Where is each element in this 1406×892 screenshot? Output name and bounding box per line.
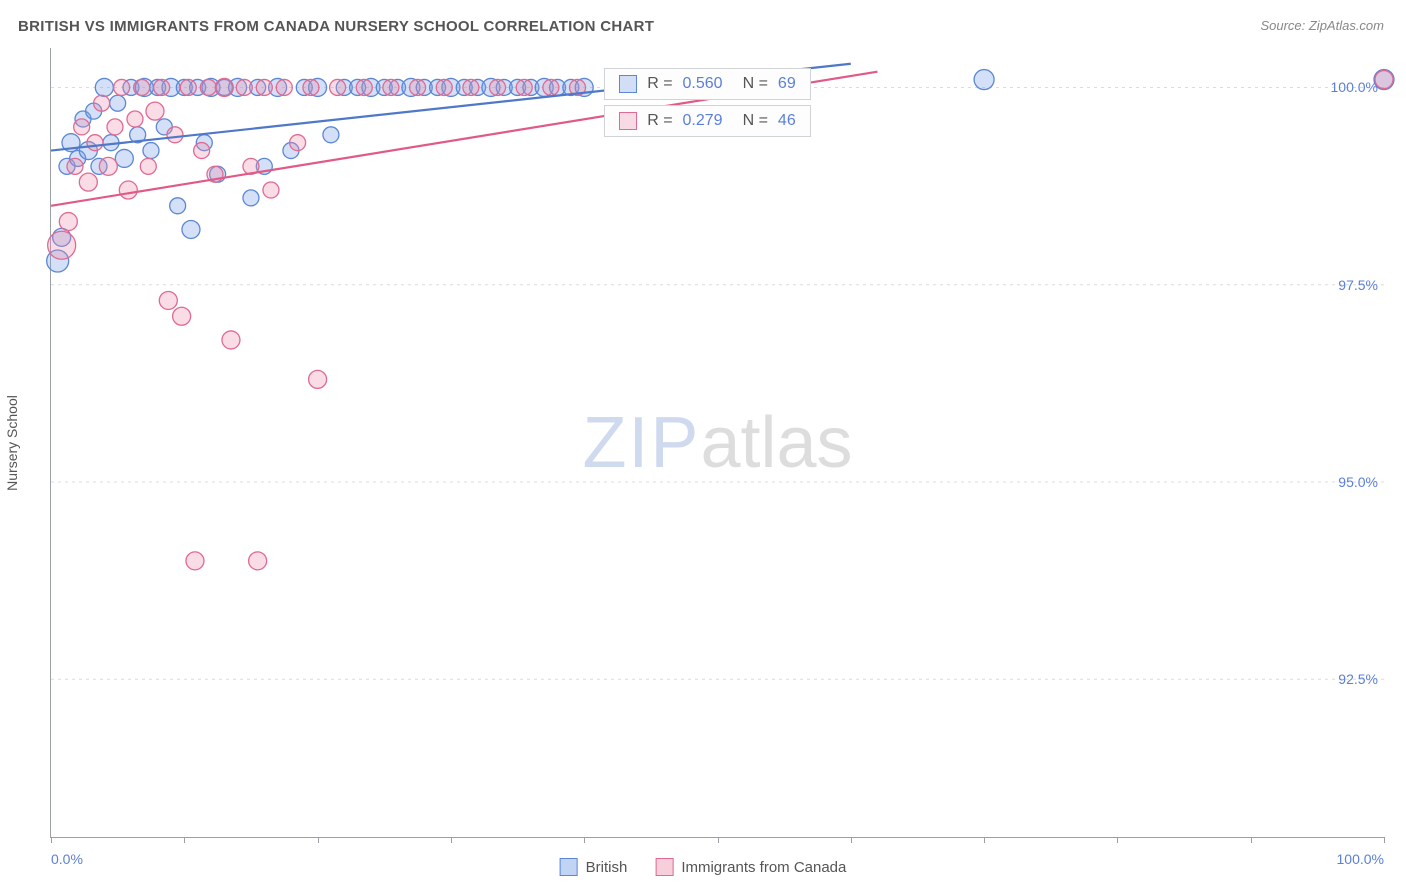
scatter-point <box>383 79 399 95</box>
y-tick-label: 100.0% <box>1331 79 1378 95</box>
plot-svg <box>51 48 1384 837</box>
scatter-point <box>410 79 426 95</box>
x-tick-mark <box>984 837 985 843</box>
x-tick-mark <box>51 837 52 843</box>
x-tick-mark <box>451 837 452 843</box>
legend-swatch <box>655 858 673 876</box>
scatter-point <box>94 95 110 111</box>
chart-title: BRITISH VS IMMIGRANTS FROM CANADA NURSER… <box>18 18 654 35</box>
scatter-point <box>490 79 506 95</box>
r-value: 0.560 <box>683 75 723 93</box>
y-tick-label: 92.5% <box>1338 671 1378 687</box>
source-attribution: Source: ZipAtlas.com <box>1260 18 1384 33</box>
scatter-point <box>48 231 76 259</box>
legend-item: Immigrants from Canada <box>655 858 846 876</box>
x-tick-mark <box>718 837 719 843</box>
scatter-point <box>79 173 97 191</box>
correlation-legend: R = 0.279 N = 46 <box>604 105 811 137</box>
x-tick-label: 100.0% <box>1337 851 1384 867</box>
scatter-point <box>256 79 272 95</box>
scatter-point <box>99 157 117 175</box>
x-tick-mark <box>851 837 852 843</box>
scatter-point <box>194 143 210 159</box>
n-value: 69 <box>778 75 796 93</box>
scatter-point <box>182 220 200 238</box>
x-tick-mark <box>318 837 319 843</box>
scatter-point <box>167 127 183 143</box>
r-value: 0.279 <box>683 112 723 130</box>
scatter-point <box>236 79 252 95</box>
n-value: 46 <box>778 112 796 130</box>
scatter-point <box>276 79 292 95</box>
scatter-point <box>146 102 164 120</box>
legend-item: British <box>560 858 628 876</box>
scatter-point <box>222 331 240 349</box>
chart-header: BRITISH VS IMMIGRANTS FROM CANADA NURSER… <box>0 0 1406 41</box>
x-tick-mark <box>1384 837 1385 843</box>
n-label: N = <box>743 112 768 130</box>
scatter-point <box>309 370 327 388</box>
scatter-point <box>516 79 532 95</box>
scatter-point <box>159 291 177 309</box>
scatter-point <box>87 135 103 151</box>
scatter-point <box>154 79 170 95</box>
scatter-point <box>143 143 159 159</box>
scatter-point <box>303 79 319 95</box>
x-tick-mark <box>584 837 585 843</box>
scatter-point <box>110 95 126 111</box>
scatter-point <box>95 78 113 96</box>
scatter-point <box>114 79 130 95</box>
scatter-point <box>170 198 186 214</box>
legend-swatch <box>560 858 578 876</box>
scatter-point <box>263 182 279 198</box>
scatter-point <box>463 79 479 95</box>
y-axis-label: Nursery School <box>4 395 20 491</box>
n-label: N = <box>743 75 768 93</box>
legend-label: Immigrants from Canada <box>681 859 846 876</box>
legend-swatch <box>619 112 637 130</box>
scatter-point <box>59 213 77 231</box>
scatter-point <box>186 552 204 570</box>
source-name: ZipAtlas.com <box>1309 18 1384 33</box>
scatter-point <box>200 79 216 95</box>
scatter-point <box>140 158 156 174</box>
bottom-legend: British Immigrants from Canada <box>560 858 847 876</box>
x-tick-label: 0.0% <box>51 851 83 867</box>
y-tick-label: 95.0% <box>1338 474 1378 490</box>
scatter-point <box>134 79 150 95</box>
correlation-legend: R = 0.560 N = 69 <box>604 68 811 100</box>
scatter-point <box>330 79 346 95</box>
scatter-point <box>180 79 196 95</box>
r-label: R = <box>647 75 672 93</box>
legend-label: British <box>586 859 628 876</box>
scatter-point <box>115 149 133 167</box>
source-prefix: Source: <box>1260 18 1308 33</box>
y-tick-label: 97.5% <box>1338 277 1378 293</box>
legend-swatch <box>619 75 637 93</box>
scatter-point <box>323 127 339 143</box>
scatter-point <box>436 79 452 95</box>
scatter-point <box>215 78 233 96</box>
x-tick-mark <box>1251 837 1252 843</box>
scatter-point <box>173 307 191 325</box>
scatter-point <box>356 79 372 95</box>
scatter-point <box>249 552 267 570</box>
scatter-point <box>67 158 83 174</box>
r-label: R = <box>647 112 672 130</box>
scatter-point <box>107 119 123 135</box>
plot-region: ZIPatlas 92.5%95.0%97.5%100.0%0.0%100.0%… <box>50 48 1384 838</box>
scatter-point <box>127 111 143 127</box>
x-tick-mark <box>1117 837 1118 843</box>
chart-area: Nursery School ZIPatlas 92.5%95.0%97.5%1… <box>18 48 1384 838</box>
x-tick-mark <box>184 837 185 843</box>
scatter-point <box>290 135 306 151</box>
scatter-point <box>119 181 137 199</box>
scatter-point <box>543 79 559 95</box>
scatter-point <box>974 70 994 90</box>
scatter-point <box>243 190 259 206</box>
scatter-point <box>74 119 90 135</box>
